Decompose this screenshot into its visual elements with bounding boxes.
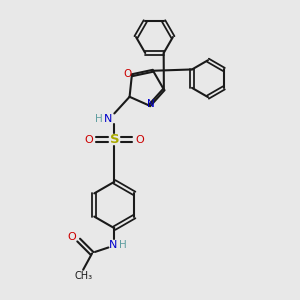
Text: N: N [147,99,155,109]
Text: H: H [95,114,103,124]
Text: S: S [110,133,119,146]
Text: O: O [123,69,131,79]
Text: O: O [85,135,93,145]
Text: O: O [68,232,76,242]
Text: O: O [135,135,144,145]
Text: N: N [103,114,112,124]
Text: CH₃: CH₃ [74,271,92,281]
Text: H: H [119,239,127,250]
Text: N: N [109,239,117,250]
